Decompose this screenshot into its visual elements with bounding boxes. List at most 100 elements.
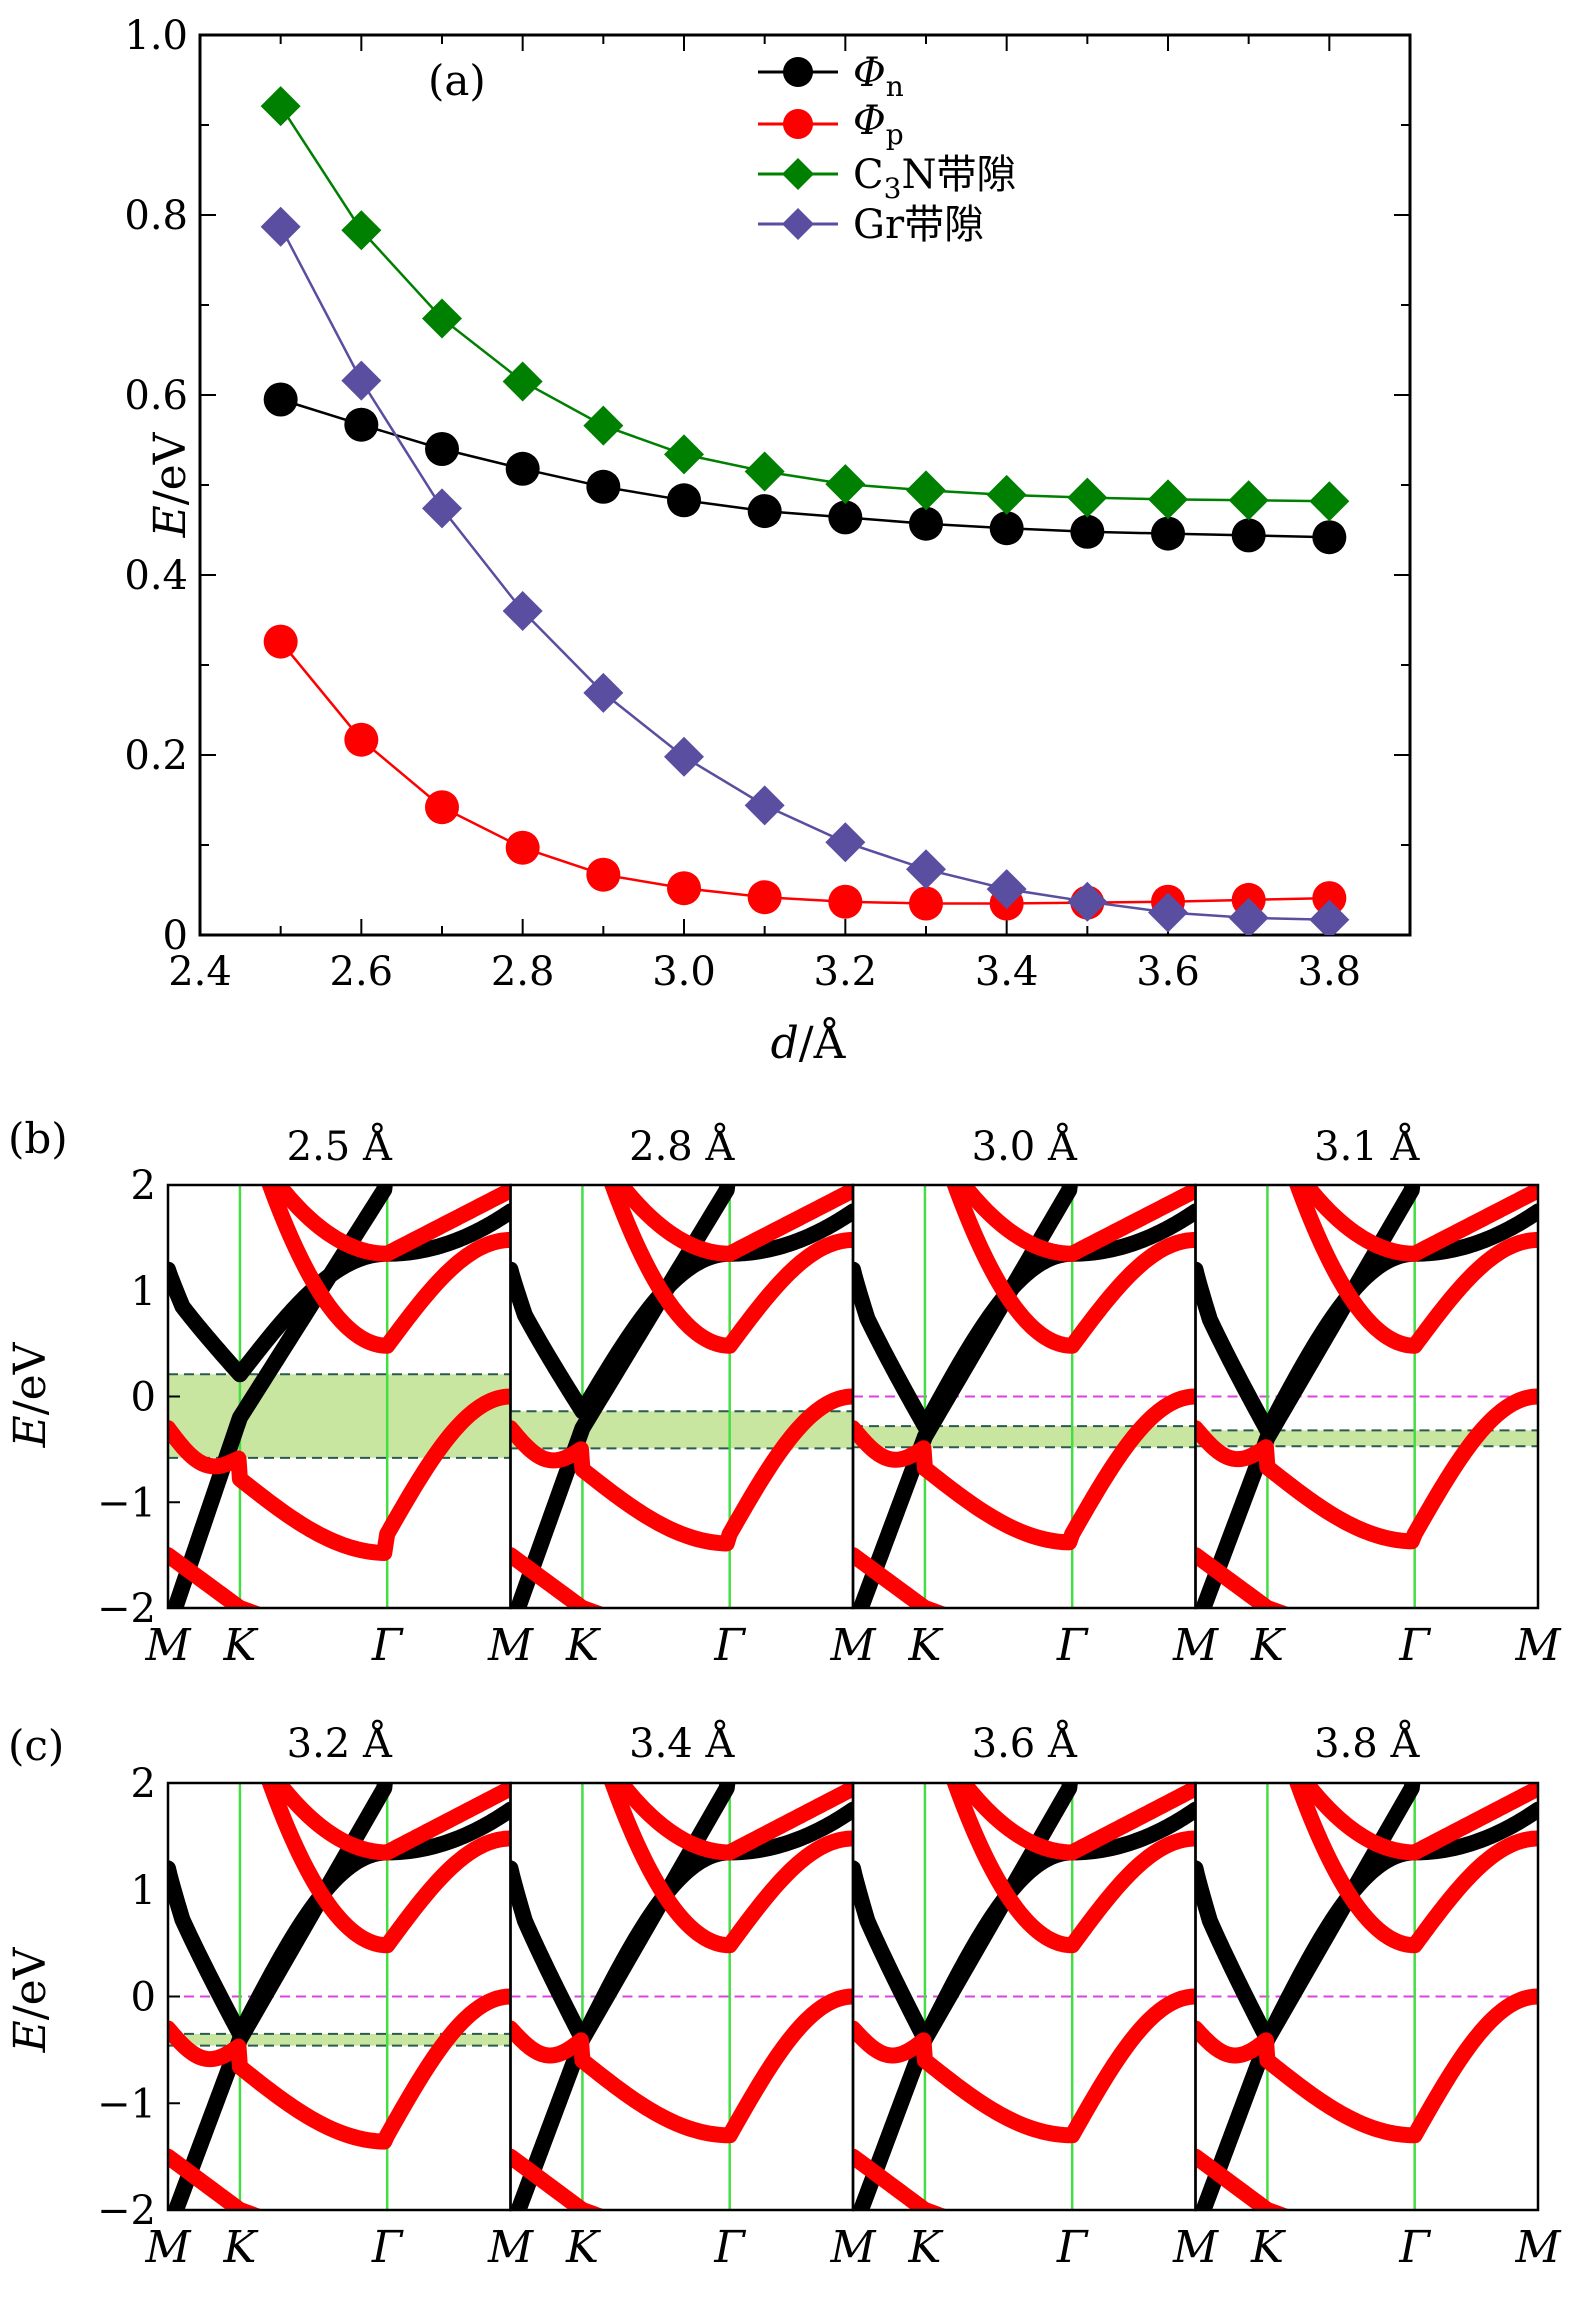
k-path-label: K [222,2222,258,2273]
x-tick-label: 2.6 [330,949,394,995]
band-curve [611,1185,853,1262]
data-point [986,474,1027,515]
gap-shading [168,2033,511,2046]
svg-text:Gr带隙: Gr带隙 [853,202,984,248]
data-point [664,434,704,475]
data-point [906,470,946,511]
band-panel-plot [853,1783,1196,2210]
gap-shading [1195,1430,1538,1447]
k-path-label: Γ [1398,1620,1431,1671]
k-path-label: M [487,1620,534,1671]
band-curve [1195,1185,1421,1608]
panel-b-label: (b) [8,1114,68,1163]
band-curve [510,1547,607,1608]
data-point [422,488,462,529]
band-panel-title: 2.5 Å [287,1123,393,1170]
data-point [1309,481,1350,522]
panel-a-xlabel: d/Å [771,1016,847,1069]
band-y-tick-label: −2 [97,1586,156,1632]
band-curve [510,1185,736,1608]
data-point [744,785,785,826]
data-point [583,405,624,446]
data-point [667,871,701,906]
data-point [989,511,1024,546]
band-panel-8: 3.8 Å [1194,1720,1540,2212]
legend-item-phi-n: Φn [758,50,904,103]
data-point [909,886,943,921]
band-y-tick-label: 2 [131,1761,156,1807]
band-panel-plot [853,1185,1196,1608]
k-path-label: Γ [713,2222,746,2273]
band-curve [853,1185,1078,1608]
band-panel-plot [168,1185,511,1608]
legend-item-c3n-gap: C3N带隙 [758,152,1016,205]
band-panel-4: 3.1 Å [1194,1123,1540,1610]
band-y-tick-label: 1 [131,1269,156,1315]
band-panel-plot [510,1185,853,1608]
panel-a-ticks: 2.4 2.6 2.8 3.0 3.2 3.4 3.6 3.8 0 0.2 0.4 0.6 0.8 1.0 [124,13,1410,995]
data-point [1228,897,1269,935]
band-panel-title: 3.1 Å [1314,1123,1420,1170]
band-panel-5: 3.2 Å 2 1 0 −1 −2 [97,1720,512,2234]
k-path-label: M [487,2222,534,2273]
data-point [1067,477,1108,518]
data-point [260,86,301,127]
legend-item-phi-p: Φp [758,98,904,151]
x-tick-label: 3.0 [652,949,716,995]
band-curve [168,1388,511,1561]
band-panel-plot [168,1783,511,2210]
band-panel-2: 2.8 Å [509,1123,855,1610]
band-curve [1288,1185,1538,1354]
band-curve [946,1783,1196,1954]
data-point [1070,514,1105,549]
panel-a-ylabel: E/eV [145,431,196,538]
data-point [505,830,540,865]
panel-a-legend: Φn Φp C3N带隙 Gr带隙 [758,50,1016,248]
data-point [825,464,866,505]
band-panel-7: 3.6 Å [851,1720,1197,2212]
data-point [1312,520,1347,555]
band-curve [1195,1783,1421,2210]
data-point [986,869,1027,910]
panel-c-ylabel: E/eV [5,1946,56,2053]
band-panel-title: 3.6 Å [972,1720,1078,1767]
k-path-label: K [907,1620,943,1671]
panel-c-label: (c) [8,1721,64,1770]
band-curve [510,2148,606,2210]
band-curve [510,1988,853,2144]
k-path-label: Γ [371,2222,404,2273]
band-panel-plot [510,1783,853,2210]
band-panel-plot [1195,1783,1538,2210]
band-curve [1195,1988,1538,2144]
data-point [505,451,540,486]
data-point [586,857,621,892]
band-y-tick-label: 0 [131,1375,156,1421]
band-curve [853,2148,949,2210]
x-tick-label: 3.8 [1298,949,1362,995]
y-tick-label: 0 [163,913,188,959]
panel-a-label: (a) [428,56,486,105]
x-tick-label: 2.8 [491,949,555,995]
data-point [1151,516,1185,551]
k-path-label: M [1514,2222,1561,2273]
data-point [583,672,624,713]
x-tick-label: 3.2 [814,949,878,995]
svg-text:Φp: Φp [853,98,904,151]
data-point [425,432,459,466]
band-panel-title: 2.8 Å [629,1123,735,1170]
band-panel-title: 3.8 Å [1314,1720,1420,1767]
band-curve [853,1547,949,1608]
data-point [1148,479,1188,520]
band-panel-title: 3.2 Å [287,1720,393,1767]
data-point [344,722,379,757]
data-point [747,494,782,529]
band-curve [853,1388,1196,1551]
k-path-label: Γ [1398,2222,1431,2273]
y-tick-label: 0.4 [124,553,188,599]
band-curve [953,1185,1196,1262]
legend-item-gr-gap: Gr带隙 [758,202,984,248]
data-point [1067,881,1108,922]
band-curve [603,1783,853,1954]
band-panel-1: 2.5 Å 2 1 0 −1 −2 [97,1123,512,1632]
